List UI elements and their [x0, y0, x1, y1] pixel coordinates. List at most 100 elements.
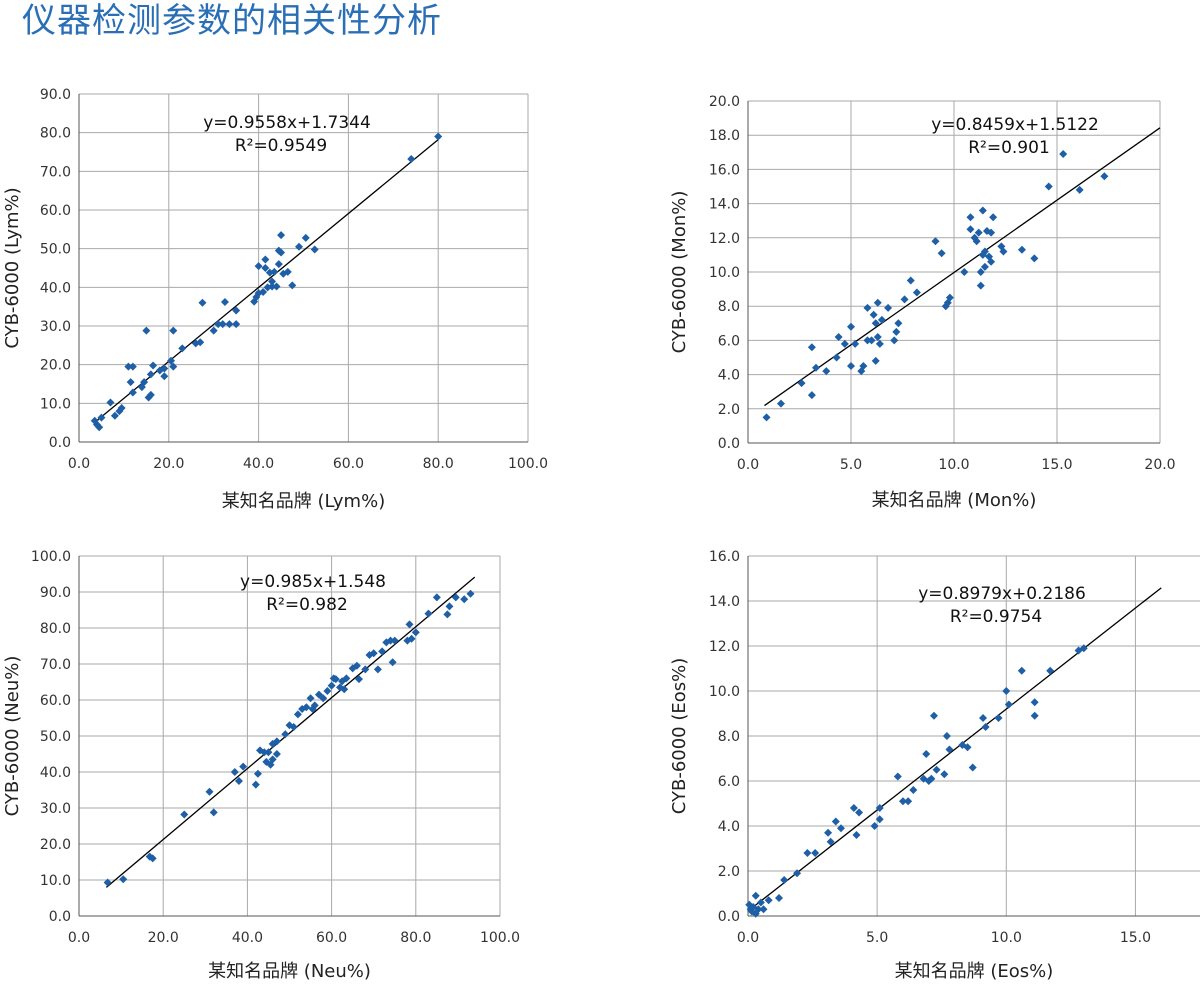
data-point — [205, 787, 214, 796]
data-point — [253, 769, 262, 778]
data-point — [277, 248, 286, 257]
data-point — [234, 777, 243, 785]
data-point — [1004, 700, 1013, 709]
y-tick-label: 40.0 — [40, 765, 71, 781]
data-point — [432, 593, 441, 602]
data-point — [873, 298, 882, 307]
data-point — [912, 288, 921, 297]
y-tick-label: 8.0 — [718, 299, 740, 315]
y-tick-label: 0.0 — [49, 909, 71, 925]
data-point — [178, 344, 187, 353]
data-point — [310, 245, 319, 254]
y-tick-label: 2.0 — [718, 864, 740, 880]
tick-labels: 0.0 10.0 20.0 30.0 40.0 50.0 60.0 70.0 80.0 90.0 0… — [40, 87, 548, 472]
regression-equation: y=0.8979x+0.2186 — [918, 584, 1086, 604]
r-squared-label: R²=0.9549 — [235, 136, 327, 156]
data-point — [898, 797, 907, 806]
data-point — [945, 293, 954, 302]
data-point — [306, 694, 315, 703]
data-point — [894, 319, 903, 328]
x-tick-label: 20.0 — [153, 456, 184, 472]
data-point — [310, 701, 319, 710]
tick-labels: 0.0 2.0 4.0 6.0 8.0 10.0 12.0 14.0 16.0 18.0 20.0 0… — [709, 94, 1176, 473]
data-point — [261, 264, 270, 272]
data-point — [443, 610, 452, 619]
data-point — [849, 804, 858, 812]
data-point — [966, 213, 975, 222]
data-point — [863, 336, 872, 345]
x-tick-label: 20.0 — [148, 930, 179, 946]
r-squared-label: R²=0.9754 — [950, 607, 1042, 627]
data-point — [146, 390, 155, 399]
data-point — [272, 282, 281, 291]
data-point — [803, 849, 812, 857]
data-point — [281, 730, 290, 739]
neu-scatter-chart: 0.0 10.0 20.0 30.0 40.0 50.0 60.0 70.0 80.0 90.0 1… — [2, 549, 520, 982]
data-point — [978, 206, 987, 215]
data-point — [160, 372, 169, 381]
data-point — [877, 315, 886, 324]
r-squared-label: R²=0.982 — [266, 595, 348, 615]
data-point — [937, 249, 946, 258]
y-tick-label: 12.0 — [709, 639, 740, 655]
data-point — [342, 674, 351, 683]
regression-equation: y=0.985x+1.548 — [240, 572, 386, 592]
data-point — [945, 745, 954, 754]
data-point — [218, 320, 227, 329]
x-tick-label: 100.0 — [480, 930, 520, 946]
data-point — [1075, 185, 1084, 194]
x-tick-label: 0.0 — [737, 457, 759, 473]
data-point — [980, 247, 989, 256]
data-point — [142, 326, 151, 335]
data-point — [198, 298, 207, 307]
data-point — [822, 367, 831, 376]
y-tick-label: 60.0 — [40, 693, 71, 709]
y-axis-label: CYB-6000 (Lym%) — [2, 187, 23, 348]
data-point — [909, 786, 918, 794]
data-point — [301, 233, 310, 242]
data-point — [403, 636, 412, 645]
data-point — [976, 268, 985, 276]
data-point — [279, 269, 288, 278]
data-point — [285, 721, 294, 730]
x-axis-label: 某知名品牌 (Lym%) — [222, 491, 385, 512]
data-points — [745, 644, 1088, 918]
data-point — [106, 398, 115, 407]
data-point — [373, 665, 382, 674]
data-point — [890, 336, 899, 345]
data-point — [251, 780, 260, 789]
x-tick-label: 80.0 — [400, 930, 431, 946]
data-point — [232, 306, 241, 315]
y-tick-label: 60.0 — [40, 203, 71, 219]
data-point — [793, 869, 802, 878]
grid — [78, 555, 501, 917]
trendline — [764, 127, 1161, 407]
data-point — [289, 723, 298, 731]
data-point — [295, 242, 304, 251]
y-tick-label: 70.0 — [40, 164, 71, 180]
y-axis-label: CYB-6000 (Mon%) — [669, 191, 690, 354]
trendline — [105, 576, 476, 888]
y-tick-label: 8.0 — [718, 729, 740, 745]
data-point — [411, 628, 420, 637]
data-point — [851, 339, 860, 348]
data-point — [756, 898, 765, 907]
page-title: 仪器检测参数的相关性分析 — [22, 1, 442, 41]
data-point — [209, 326, 218, 335]
y-tick-label: 0.0 — [718, 909, 740, 925]
data-point — [981, 723, 990, 731]
y-axis-label: CYB-6000 (Neu%) — [2, 656, 23, 817]
data-point — [230, 768, 239, 776]
y-tick-label: 18.0 — [709, 128, 740, 144]
data-point — [146, 370, 155, 379]
data-point — [999, 247, 1008, 256]
data-point — [124, 362, 133, 371]
data-point — [929, 711, 938, 720]
data-point — [196, 338, 205, 347]
y-axis-label: CYB-6000 (Eos%) — [669, 658, 690, 815]
data-point — [260, 748, 269, 757]
y-tick-label: 70.0 — [40, 657, 71, 673]
data-point — [762, 413, 771, 422]
x-tick-label: 0.0 — [68, 456, 90, 472]
data-point — [807, 391, 816, 400]
